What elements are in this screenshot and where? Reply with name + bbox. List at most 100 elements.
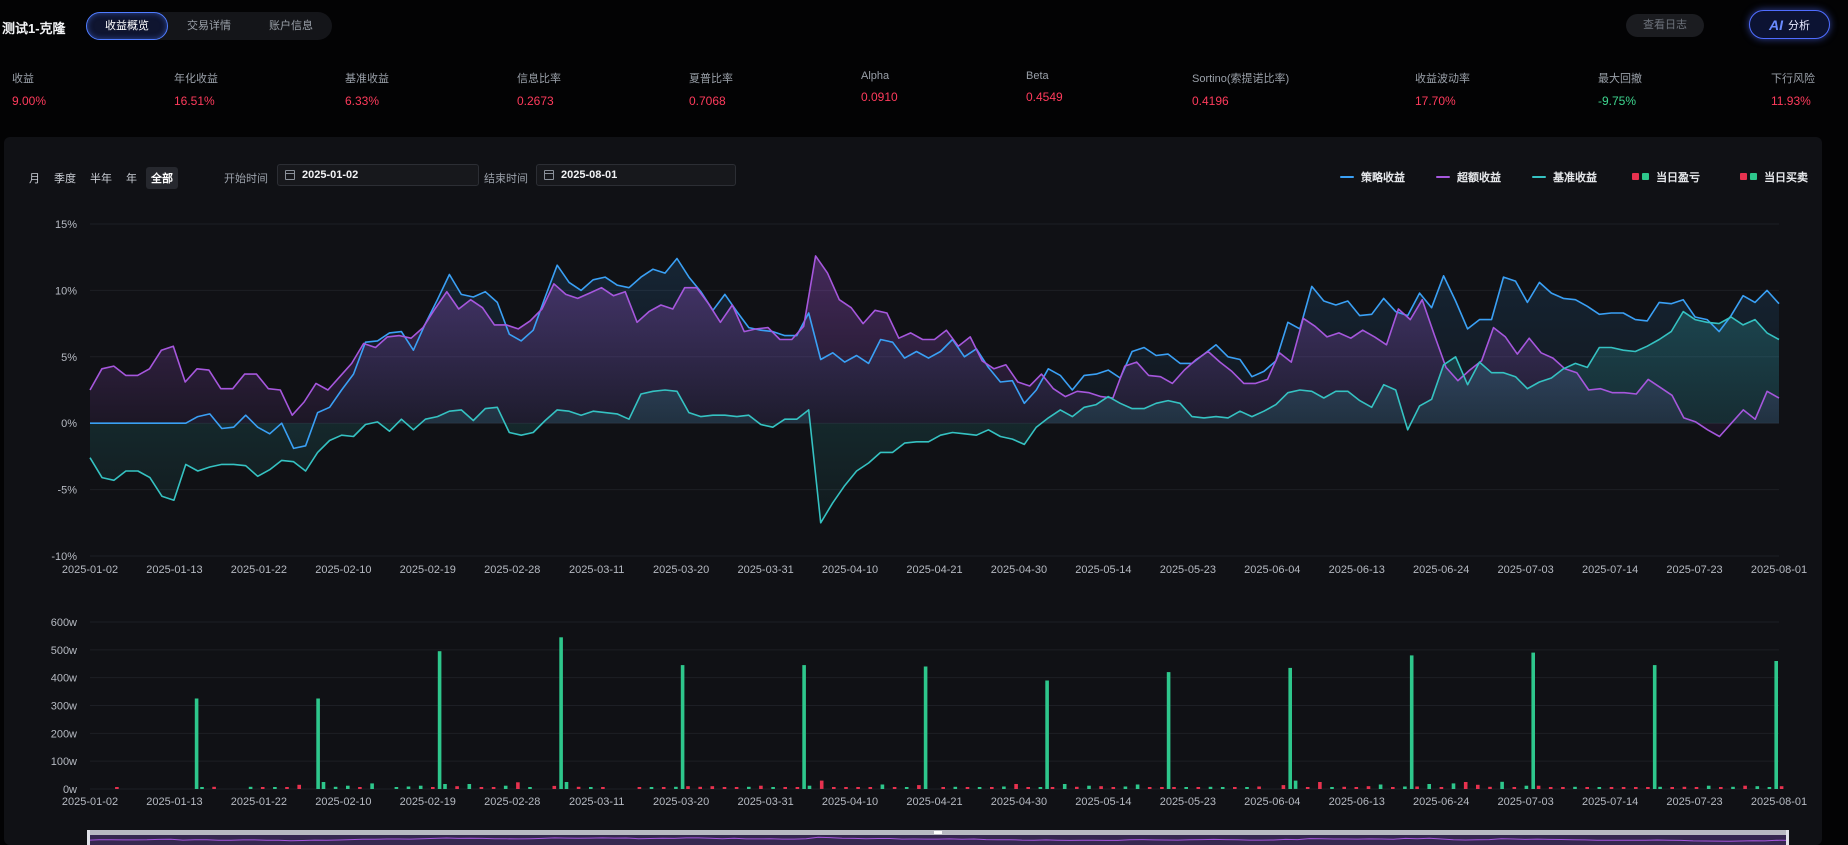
legend-square-marker <box>1740 171 1758 183</box>
legend-line-marker <box>1436 176 1450 178</box>
metric-value: 16.51% <box>174 94 215 108</box>
pnl-bar <box>516 782 520 789</box>
pnl-bar <box>1767 787 1772 789</box>
y-tick-label: 200w <box>51 728 77 740</box>
x-tick-label: 2025-05-23 <box>1160 564 1216 576</box>
chart-legend: 策略收益 超额收益 基准收益 当日盈亏 当日买卖 <box>1340 169 1814 185</box>
range-month-button[interactable]: 月 <box>29 173 40 185</box>
legend-daily-pnl[interactable]: 当日盈亏 <box>1632 169 1732 185</box>
end-date-label: 结束时间 <box>484 173 528 185</box>
y-tick-label: 600w <box>51 617 77 629</box>
pnl-bar <box>1403 786 1407 789</box>
metric-information-ratio: 信息比率 0.2673 <box>517 70 561 108</box>
calendar-icon <box>285 170 295 180</box>
x-tick-label: 2025-06-04 <box>1244 564 1300 576</box>
pnl-bar <box>248 786 253 789</box>
pnl-bar <box>200 787 204 789</box>
pnl-bar <box>1561 787 1565 789</box>
bar-chart-bars <box>115 637 1784 789</box>
trade-bar <box>437 651 442 789</box>
legend-label: 策略收益 <box>1361 172 1405 184</box>
pnl-bar <box>552 785 557 789</box>
series-line <box>90 257 1780 450</box>
pnl-bar <box>1573 786 1577 789</box>
pnl-bar <box>917 785 921 789</box>
range-quarter-button[interactable]: 季度 <box>54 173 76 185</box>
pnl-bar <box>892 787 897 789</box>
pnl-bar <box>637 787 642 789</box>
start-date-input[interactable]: 2025-01-02 <box>277 164 479 186</box>
pnl-bar <box>1476 784 1480 789</box>
x-tick-label: 2025-06-13 <box>1329 796 1385 808</box>
metric-value: 0.7068 <box>689 94 726 108</box>
pnl-bar <box>734 787 739 789</box>
pnl-bar <box>1111 787 1116 789</box>
end-date-value: 2025-08-01 <box>561 169 618 181</box>
pnl-bar <box>1196 787 1201 789</box>
y-tick-label: -5% <box>57 485 77 497</box>
legend-excess[interactable]: 超额收益 <box>1436 169 1524 185</box>
ai-button-label: 分析 <box>1788 19 1810 32</box>
x-tick-label: 2025-02-28 <box>484 796 540 808</box>
start-date-label: 开始时间 <box>224 173 268 185</box>
legend-daily-trades[interactable]: 当日买卖 <box>1740 169 1814 185</box>
metric-label: 最大回撤 <box>1598 73 1642 85</box>
metric-value: 17.70% <box>1415 94 1456 108</box>
pnl-bar <box>346 785 350 789</box>
range-year-button[interactable]: 年 <box>126 173 137 185</box>
pnl-bar <box>589 787 593 789</box>
metric-value: 0.0910 <box>861 90 898 104</box>
x-tick-label: 2025-04-21 <box>906 564 962 576</box>
pnl-bar <box>1597 787 1602 789</box>
pnl-bar <box>406 786 411 789</box>
chart-panel: 月 季度 半年 年 全部 开始时间 2025-01-02 结束时间 2025-0… <box>4 137 1822 845</box>
tab-overview[interactable]: 收益概览 <box>86 12 168 40</box>
zoom-slider <box>86 830 1790 845</box>
end-date-input[interactable]: 2025-08-01 <box>536 164 736 186</box>
pnl-bar <box>1087 785 1091 789</box>
legend-line-marker <box>1532 176 1546 178</box>
series-area <box>90 311 1779 523</box>
ai-analysis-button[interactable]: AI 分析 <box>1749 10 1830 39</box>
tab-trade-details[interactable]: 交易详情 <box>187 20 231 32</box>
pnl-bar <box>1646 787 1650 789</box>
pnl-bar <box>1439 787 1444 789</box>
metric-return: 收益 9.00% <box>12 70 46 108</box>
tab-account-info[interactable]: 账户信息 <box>269 20 313 32</box>
x-tick-label: 2025-03-31 <box>737 796 793 808</box>
metric-volatility: 收益波动率 17.70% <box>1415 70 1470 108</box>
trade-bar <box>1774 661 1778 789</box>
y-tick-label: 100w <box>51 756 77 768</box>
x-tick-label: 2025-07-23 <box>1666 564 1722 576</box>
pnl-bar <box>698 786 702 789</box>
x-tick-label: 2025-07-23 <box>1666 796 1722 808</box>
zoom-grip-icon <box>934 831 942 834</box>
metric-label: 年化收益 <box>174 73 218 85</box>
range-half-year-button[interactable]: 半年 <box>90 173 112 185</box>
x-tick-label: 2025-03-31 <box>737 564 793 576</box>
pnl-bar <box>1220 787 1225 789</box>
pnl-bar <box>1548 787 1553 789</box>
legend-benchmark[interactable]: 基准收益 <box>1532 169 1624 185</box>
pnl-bar <box>1512 787 1517 789</box>
trade-bar <box>802 665 806 789</box>
zoom-left-handle <box>87 830 90 845</box>
pnl-bar <box>1245 787 1249 789</box>
pnl-bar <box>1075 786 1079 789</box>
range-all-button[interactable]: 全部 <box>146 167 178 189</box>
pnl-bar <box>674 786 678 789</box>
series-line <box>89 310 1780 524</box>
legend-label: 基准收益 <box>1553 172 1597 184</box>
pnl-bar <box>1293 780 1298 789</box>
pnl-bar <box>686 786 690 789</box>
pnl-bar <box>1743 785 1747 789</box>
pnl-bar <box>467 784 472 789</box>
view-log-button[interactable]: 查看日志 <box>1626 14 1704 37</box>
pnl-bar <box>260 787 265 789</box>
x-tick-label: 2025-07-03 <box>1498 564 1554 576</box>
pnl-bar <box>1621 787 1626 789</box>
legend-strategy[interactable]: 策略收益 <box>1340 169 1428 185</box>
trade-bar <box>1652 665 1657 789</box>
legend-line-marker <box>1340 176 1354 178</box>
